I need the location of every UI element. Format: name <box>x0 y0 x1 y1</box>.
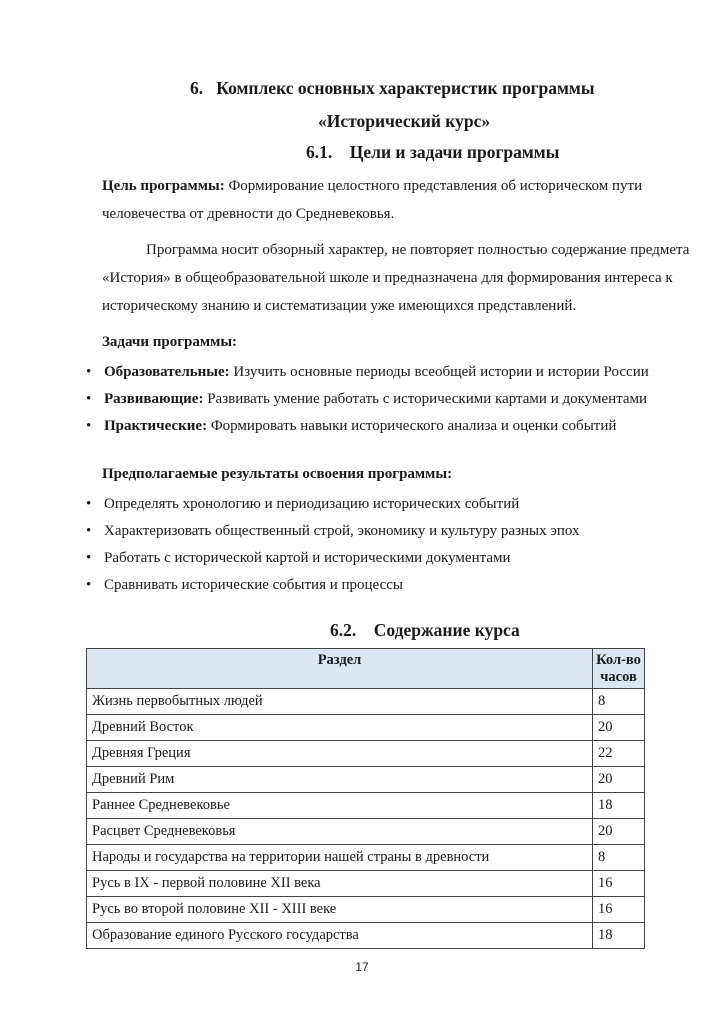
section-cell: Народы и государства на территории нашей… <box>86 844 593 871</box>
course-content-table: Раздел Кол-во часов Жизнь первобытных лю… <box>86 648 645 949</box>
hours-cell: 20 <box>592 766 645 793</box>
section-heading: 6. Комплекс основных характеристик прогр… <box>190 78 595 98</box>
bullet-icon: • <box>86 418 92 434</box>
task-label: Образовательные: <box>104 364 230 380</box>
task-label: Развивающие: <box>104 391 204 407</box>
subsection-heading-goals: 6.1. Цели и задачи программы <box>306 142 560 162</box>
section-cell: Древний Рим <box>86 766 593 793</box>
hours-cell: 20 <box>592 818 645 845</box>
section-cell: Русь в IX - первой половине XII века <box>86 870 593 897</box>
hours-cell: 16 <box>592 896 645 923</box>
hours-cell: 18 <box>592 922 645 949</box>
intro-line: «История» в общеобразовательной школе и … <box>102 270 673 286</box>
goal-label: Цель программы: <box>102 178 225 194</box>
hours-cell: 22 <box>592 740 645 767</box>
hours-cell: 8 <box>592 844 645 871</box>
page-number: 17 <box>355 960 369 974</box>
hours-cell: 8 <box>592 688 645 715</box>
task-text: Изучить основные периоды всеобщей истори… <box>229 364 649 380</box>
hours-cell: 18 <box>592 792 645 819</box>
task-text: Развивать умение работать с историческим… <box>203 391 648 407</box>
result-item: Характеризовать общественный строй, экон… <box>104 523 580 539</box>
section-cell: Расцвет Средневековья <box>86 818 593 845</box>
table-row: Русь во второй половине XII - XIII веке 1… <box>86 896 645 923</box>
task-text: Формировать навыки исторического анализа… <box>207 418 617 434</box>
section-cell: Русь во второй половине XII - XIII веке <box>86 896 593 923</box>
intro-paragraph: Программа носит обзорный характер, не по… <box>102 236 712 320</box>
table-row: Древний Рим 20 <box>86 766 645 793</box>
bullet-icon: • <box>86 523 92 539</box>
table-row: Древний Восток 20 <box>86 714 645 741</box>
task-item: Практические: Формировать навыки историч… <box>104 418 616 435</box>
task-item: Образовательные: Изучить основные период… <box>104 364 649 381</box>
results-title: Предполагаемые результаты освоения прогр… <box>102 466 453 482</box>
goal-text: Формирование целостного представления об… <box>224 178 643 194</box>
table-row: Народы и государства на территории нашей… <box>86 844 645 871</box>
section-cell: Раннее Средневековье <box>86 792 593 819</box>
subsection-heading-content: 6.2. Содержание курса <box>330 620 520 640</box>
result-item: Работать с исторической картой и историч… <box>104 550 511 566</box>
table-row: Раннее Средневековье 18 <box>86 792 645 819</box>
result-item: Сравнивать исторические события и процес… <box>104 577 403 593</box>
bullet-icon: • <box>86 364 92 380</box>
hours-cell: 16 <box>592 870 645 897</box>
section-cell: Древняя Греция <box>86 740 593 767</box>
header-hours: Кол-во часов <box>592 648 645 689</box>
intro-line: историческому знанию и систематизации уж… <box>102 298 577 314</box>
section-subheading: «Исторический курс» <box>318 111 491 131</box>
section-cell: Жизнь первобытных людей <box>86 688 593 715</box>
table-row: Образование единого Русского государства… <box>86 922 645 949</box>
intro-line: Программа носит обзорный характер, не по… <box>146 242 690 258</box>
bullet-icon: • <box>86 550 92 566</box>
task-item: Развивающие: Развивать умение работать с… <box>104 391 647 408</box>
result-item: Определять хронологию и периодизацию ист… <box>104 496 520 512</box>
bullet-icon: • <box>86 577 92 593</box>
table-row: Жизнь первобытных людей 8 <box>86 688 645 715</box>
section-cell: Образование единого Русского государства <box>86 922 593 949</box>
bullet-icon: • <box>86 391 92 407</box>
table-row: Расцвет Средневековья 20 <box>86 818 645 845</box>
bullet-icon: • <box>86 496 92 512</box>
section-cell: Древний Восток <box>86 714 593 741</box>
table-row: Русь в IX - первой половине XII века 16 <box>86 870 645 897</box>
task-label: Практические: <box>104 418 208 434</box>
table-row: Древняя Греция 22 <box>86 740 645 767</box>
tasks-title: Задачи программы: <box>102 334 238 350</box>
hours-cell: 20 <box>592 714 645 741</box>
header-section: Раздел <box>86 648 593 689</box>
goal-paragraph: Цель программы: Формирование целостного … <box>102 172 712 228</box>
goal-text-2: человечества от древности до Средневеков… <box>102 206 395 222</box>
